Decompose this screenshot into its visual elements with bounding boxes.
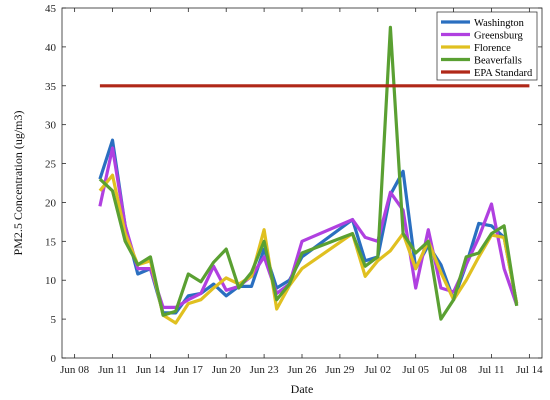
y-tick-label: 35 [45, 81, 57, 93]
series-line-beaverfalls [98, 25, 519, 321]
x-tick-label: Jul 02 [364, 364, 391, 376]
legend-label: EPA Standard [474, 68, 533, 79]
y-axis-title: PM2.5 Concentration (ug/m3) [11, 111, 25, 256]
y-tick-label: 5 [51, 314, 57, 326]
y-tick-label: 15 [45, 236, 57, 248]
y-tick-label: 45 [45, 3, 57, 15]
y-tick-label: 0 [51, 353, 57, 365]
x-tick-label: Jul 05 [402, 364, 429, 376]
x-tick-label: Jun 14 [136, 364, 166, 376]
x-tick-label: Jul 11 [478, 364, 504, 376]
x-tick-label: Jun 26 [287, 364, 317, 376]
x-tick-label: Jul 08 [440, 364, 467, 376]
y-tick-label: 10 [45, 275, 57, 287]
x-tick-label: Jul 14 [516, 364, 543, 376]
legend-label: Beaverfalls [474, 55, 522, 66]
axis-ticks: 0 5 10 15 20 25 30 35 40 45 Jun 08 Jun 11 Jun 14 Jun … [45, 3, 543, 376]
legend-label: Washington [474, 18, 525, 29]
x-tick-label: Jun 11 [98, 364, 127, 376]
x-tick-label: Jun 23 [250, 364, 280, 376]
y-tick-label: 25 [45, 159, 57, 171]
y-tick-label: 30 [45, 120, 57, 132]
y-tick-label: 40 [45, 42, 57, 54]
x-tick-label: Jun 20 [212, 364, 242, 376]
x-tick-label: Jun 29 [325, 364, 355, 376]
series-lines [98, 25, 530, 325]
x-tick-label: Jun 17 [174, 364, 204, 376]
x-tick-label: Jun 08 [60, 364, 90, 376]
y-tick-label: 20 [45, 197, 57, 209]
x-axis-title: Date [291, 382, 314, 396]
legend-label: Florence [474, 43, 511, 54]
legend-label: Greensburg [474, 30, 524, 41]
